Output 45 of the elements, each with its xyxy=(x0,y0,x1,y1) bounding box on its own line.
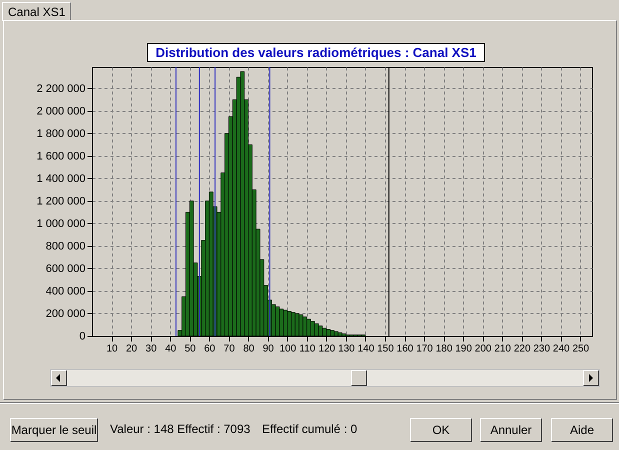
x-tick-label: 90 xyxy=(262,344,274,354)
x-tick-label: 190 xyxy=(455,344,472,354)
x-tick-label: 240 xyxy=(552,344,570,354)
text: Annuler xyxy=(480,418,542,442)
x-tick-label: 100 xyxy=(279,344,297,354)
x-tick-label: 110 xyxy=(299,344,316,354)
x-tick-label: 150 xyxy=(377,344,394,354)
text: Canal XS1 xyxy=(2,2,72,21)
x-tick-label: 170 xyxy=(416,344,434,354)
text: Marquer le seuil xyxy=(10,418,98,442)
x-tick-label: 30 xyxy=(146,344,158,354)
x-tick-label: 40 xyxy=(165,344,177,354)
x-tick-label: 60 xyxy=(204,344,216,354)
x-tick-label: 230 xyxy=(533,344,550,354)
y-tick-label: 1 200 000 xyxy=(36,195,86,208)
x-tick-label: 210 xyxy=(494,344,512,354)
x-tick-label: 70 xyxy=(224,344,236,354)
y-tick-label: 1 000 000 xyxy=(36,218,86,230)
chart-title: Distribution des valeurs radiométriques : Canal XS1 xyxy=(147,43,485,62)
x-tick-label: 80 xyxy=(243,344,255,354)
text: OK xyxy=(410,418,472,442)
text: Valeur : 148 Effectif : 7093 xyxy=(110,422,250,436)
x-tick-label: 180 xyxy=(436,344,453,354)
y-tick-label: 2 200 000 xyxy=(36,82,86,95)
y-tick-label: 400 000 xyxy=(46,285,86,298)
y-tick-label: 1 600 000 xyxy=(36,150,86,162)
y-tick-label: 800 000 xyxy=(46,240,86,252)
text: Aide xyxy=(551,418,613,442)
x-tick-label: 160 xyxy=(396,344,414,354)
x-tick-label: 20 xyxy=(126,344,138,354)
y-tick-label: 200 000 xyxy=(46,308,86,320)
x-tick-label: 120 xyxy=(318,344,336,354)
y-tick-label: 2 000 000 xyxy=(36,105,86,118)
x-tick-label: 200 xyxy=(474,344,492,354)
x-tick-label: 130 xyxy=(338,344,356,354)
x-tick-label: 220 xyxy=(514,344,531,354)
y-tick-label: 1 800 000 xyxy=(36,128,86,140)
y-tick-label: 0 xyxy=(79,330,86,342)
y-tick-label: 600 000 xyxy=(46,262,86,275)
text: Effectif cumulé : 0 xyxy=(262,422,358,436)
x-tick-label: 50 xyxy=(184,344,196,354)
y-tick-label: 1 400 000 xyxy=(36,172,86,185)
x-tick-label: 250 xyxy=(572,344,590,354)
x-tick-label: 10 xyxy=(106,344,118,354)
x-tick-label: 140 xyxy=(358,344,375,354)
